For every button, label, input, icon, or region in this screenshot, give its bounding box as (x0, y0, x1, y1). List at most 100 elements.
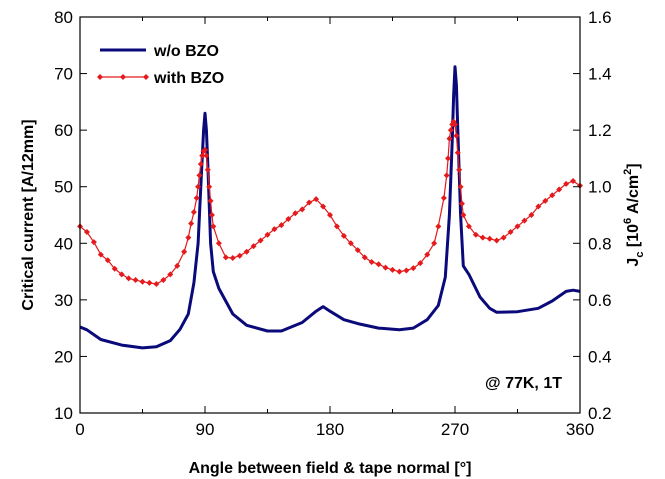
series-layer (77, 65, 583, 350)
data-point (174, 262, 181, 269)
data-point (193, 195, 200, 202)
data-point (208, 212, 215, 218)
y-tick-label: 80 (54, 8, 73, 27)
y2-tick-label: 0.2 (588, 404, 612, 423)
data-point (132, 277, 139, 284)
x-tick-label: 180 (316, 420, 344, 439)
data-point (206, 183, 213, 190)
data-point (460, 212, 467, 218)
y2-tick-label: 1.2 (588, 121, 612, 140)
data-point (500, 234, 507, 241)
data-point (528, 212, 535, 218)
data-point (440, 195, 447, 202)
data-point (570, 178, 577, 185)
legend: w/o BZO with BZO (97, 43, 224, 87)
x-tick-label: 270 (441, 420, 469, 439)
x-tick-label: 360 (566, 420, 594, 439)
data-point (542, 197, 549, 204)
data-point (458, 200, 465, 207)
data-point (382, 264, 389, 271)
data-point (204, 166, 211, 173)
data-point (521, 217, 528, 224)
data-point (229, 254, 236, 261)
data-point (195, 183, 202, 190)
data-point (264, 231, 271, 238)
data-point (347, 240, 354, 247)
y2-tick-label: 1.4 (588, 65, 612, 84)
data-point (160, 277, 167, 284)
data-point (333, 223, 340, 230)
y-tick-label: 70 (54, 65, 73, 84)
legend-marker (120, 74, 126, 80)
x-axis-title: Angle between field & tape normal [°] (189, 460, 472, 477)
legend-marker (97, 74, 103, 80)
x-tick-label: 0 (75, 420, 84, 439)
data-point (207, 197, 214, 204)
data-point (210, 223, 217, 230)
data-point (271, 226, 278, 233)
data-point (257, 237, 264, 244)
y2-tick-label: 0.6 (588, 291, 612, 310)
y-tick-label: 50 (54, 178, 73, 197)
data-point (389, 266, 396, 273)
data-point (139, 278, 146, 285)
data-point (185, 234, 192, 241)
data-point (493, 237, 500, 244)
data-point (196, 172, 203, 179)
y2-axis-title: Jc [106 A/cm2] (622, 163, 646, 266)
x-tick-label: 90 (196, 420, 215, 439)
data-point (104, 257, 111, 264)
data-point (563, 180, 570, 187)
data-point (452, 121, 458, 128)
data-point (90, 239, 97, 246)
data-point (167, 271, 174, 278)
data-point (507, 228, 514, 235)
data-point (250, 243, 257, 250)
data-point (479, 234, 486, 241)
data-point (299, 206, 306, 213)
data-point (111, 265, 118, 272)
data-point (215, 240, 222, 247)
y-tick-label: 40 (54, 234, 73, 253)
data-point (454, 149, 461, 156)
data-point (97, 251, 104, 258)
y-tick-label: 20 (54, 347, 73, 366)
data-point (197, 161, 204, 168)
series-line-0 (79, 65, 581, 350)
data-point (535, 203, 542, 210)
data-point (396, 268, 403, 275)
data-point (313, 196, 320, 203)
data-point (327, 212, 333, 218)
condition-annotation: @ 77K, 1T (485, 375, 562, 392)
y-axis-title: Critical current [A/12mm] (20, 119, 37, 310)
data-point (199, 152, 206, 159)
data-point (118, 271, 125, 278)
data-point (243, 248, 250, 255)
data-point (306, 199, 313, 206)
data-point (472, 231, 479, 238)
data-point (447, 127, 454, 134)
data-point (203, 152, 210, 159)
data-point (446, 135, 453, 142)
data-point (188, 220, 195, 227)
data-point (514, 223, 521, 230)
data-point (403, 267, 410, 274)
data-point (190, 209, 197, 216)
data-point (453, 132, 460, 139)
data-point (375, 261, 382, 268)
data-point (486, 235, 493, 242)
data-point (424, 251, 431, 258)
data-point (445, 155, 452, 162)
data-point (340, 232, 347, 239)
y2-tick-label: 1.0 (588, 178, 612, 197)
data-point (556, 186, 563, 193)
legend-label-with-bzo: with BZO (153, 70, 224, 87)
data-point (417, 260, 424, 267)
data-point (153, 281, 160, 288)
data-point (361, 254, 368, 261)
data-point (146, 279, 153, 286)
data-point (292, 210, 299, 217)
data-point (410, 265, 417, 272)
data-point (278, 222, 285, 229)
